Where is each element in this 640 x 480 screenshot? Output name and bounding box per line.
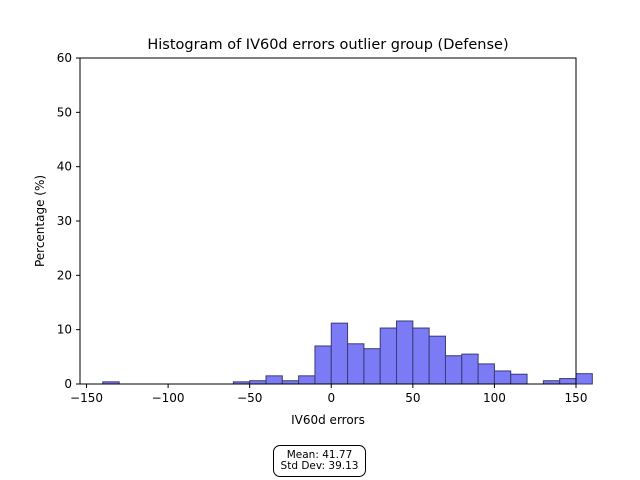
y-tick-label: 60 — [57, 51, 72, 65]
y-tick-label: 0 — [64, 377, 72, 391]
histogram-bar-9 — [363, 348, 381, 385]
mean-label: Mean: 41.77 — [286, 449, 353, 461]
histogram-bar-17 — [493, 370, 512, 385]
y-ticks: 0 10 20 30 40 50 60 — [57, 51, 80, 391]
plot-frame — [79, 57, 577, 385]
y-tick-label: 30 — [57, 214, 72, 228]
bars-group — [102, 320, 593, 385]
histogram-bar-13 — [428, 335, 446, 385]
y-tick-label: 50 — [57, 105, 72, 119]
chart-title: Histogram of IV60d errors outlier group … — [147, 37, 508, 53]
histogram-bar-15 — [461, 353, 479, 385]
histogram-bar-18 — [510, 373, 528, 385]
x-tick-label: −100 — [152, 391, 185, 405]
x-tick-label: 150 — [565, 391, 588, 405]
histogram-bar-6 — [314, 345, 332, 385]
x-tick-label: 50 — [405, 391, 420, 405]
std-dev-label: Std Dev: 39.13 — [280, 460, 359, 472]
histogram-bar-20 — [559, 378, 577, 385]
x-tick-label: 100 — [483, 391, 506, 405]
x-ticks: −150 −100 −50 0 50 100 150 — [70, 384, 587, 405]
y-tick-label: 10 — [57, 323, 72, 337]
y-tick-label: 20 — [57, 268, 72, 282]
histogram-bar-14 — [444, 355, 463, 385]
histogram-bar-10 — [379, 327, 398, 385]
stats-box: Mean: 41.77 Std Dev: 39.13 — [273, 445, 366, 477]
y-tick-label: 40 — [57, 160, 72, 174]
x-tick-label: 0 — [327, 391, 335, 405]
histogram-bar-3 — [265, 375, 283, 385]
histogram-bar-16 — [477, 363, 495, 385]
histogram-bar-21 — [575, 373, 593, 385]
x-axis-label: IV60d errors — [291, 413, 365, 427]
histogram-bar-12 — [412, 327, 430, 385]
y-axis-label: Percentage (%) — [33, 175, 47, 267]
histogram-bar-5 — [298, 375, 316, 385]
x-tick-label: −50 — [237, 391, 262, 405]
histogram-bar-11 — [396, 320, 414, 385]
histogram-bar-7 — [330, 322, 349, 385]
histogram-bar-8 — [347, 343, 365, 385]
x-tick-label: −150 — [70, 391, 103, 405]
